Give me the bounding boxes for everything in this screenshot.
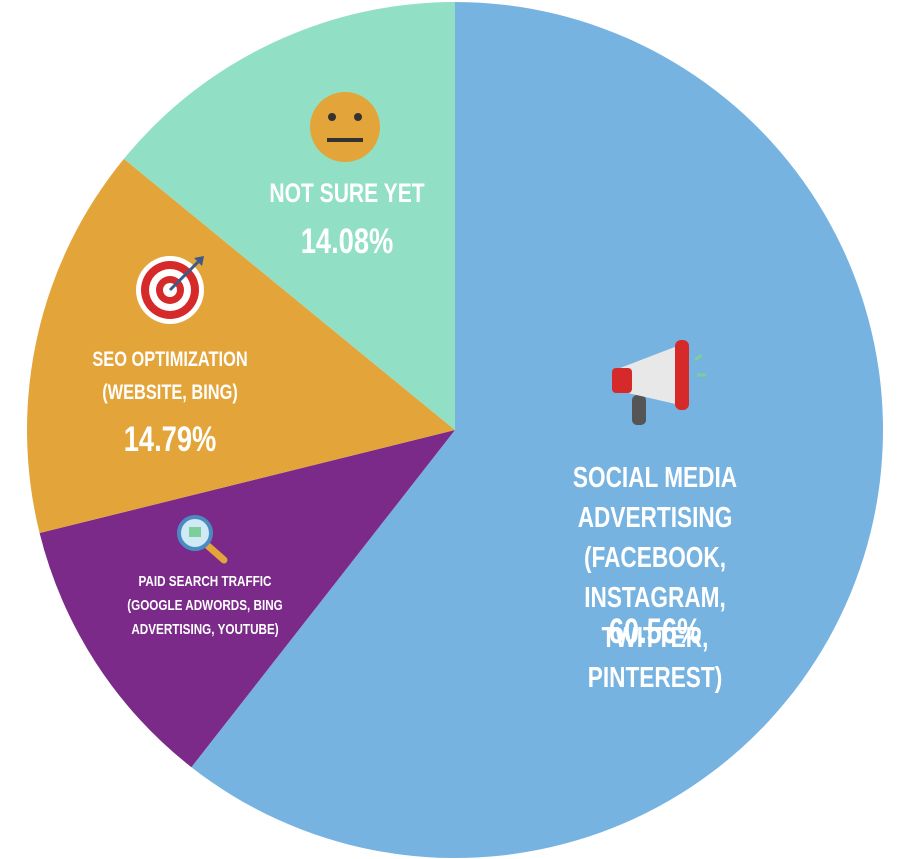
megaphone-icon <box>612 340 706 425</box>
slice-value-label: 14.08% <box>300 222 394 261</box>
pie-slice <box>191 2 883 858</box>
slice-label: SEO OPTIMIZATION (WEBSITE, BING) <box>92 348 248 404</box>
pie-slice <box>27 158 456 534</box>
slice-value-label: 60.56% <box>608 612 702 651</box>
slices <box>27 2 883 858</box>
target-icon <box>136 256 204 324</box>
magnifier-icon <box>177 515 228 564</box>
neutral-face-icon <box>310 92 380 162</box>
slice-value-label: 14.79% <box>123 420 217 459</box>
slice-label: NOT SURE YET <box>269 178 425 208</box>
slice-label: PAID SEARCH TRAFFIC (GOOGLE ADWORDS, BIN… <box>127 573 283 638</box>
slice-label: SOCIAL MEDIA ADVERTISING (FACEBOOK, INST… <box>572 462 738 694</box>
pie-slice <box>39 430 456 768</box>
